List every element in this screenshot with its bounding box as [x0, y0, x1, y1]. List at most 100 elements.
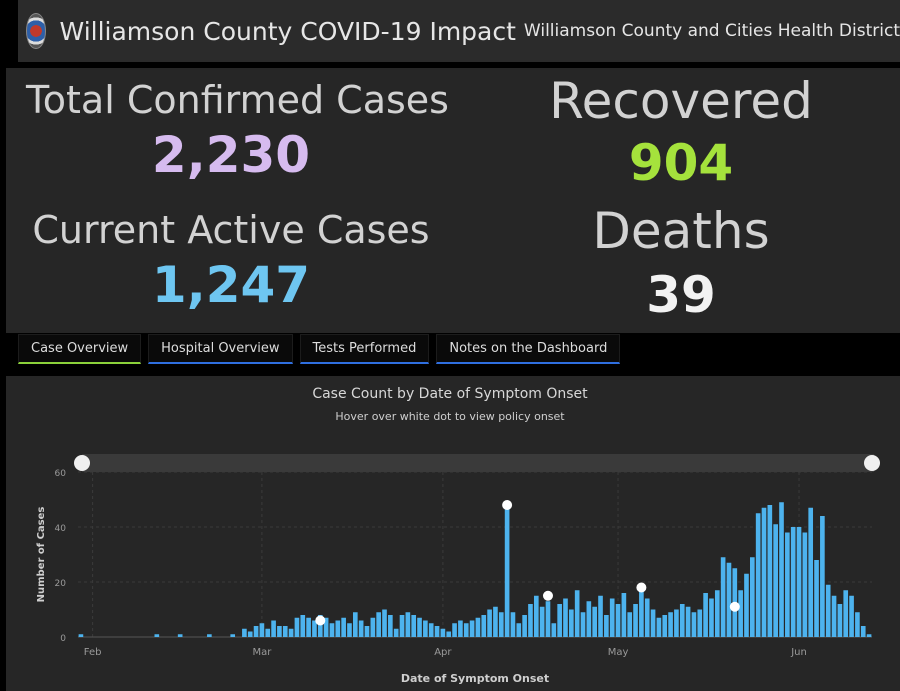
chart-bar[interactable] — [469, 620, 475, 638]
chart-bar[interactable] — [796, 527, 802, 637]
chart-bar[interactable] — [837, 604, 843, 637]
chart-bar[interactable] — [825, 584, 831, 637]
chart-bar[interactable] — [382, 609, 387, 638]
chart-bar[interactable] — [592, 606, 598, 637]
chart-bar[interactable] — [814, 560, 819, 637]
chart-bar[interactable] — [358, 620, 364, 638]
chart-bar[interactable] — [335, 620, 341, 638]
chart-bar[interactable] — [510, 612, 516, 637]
chart-bar[interactable] — [388, 615, 393, 637]
chart-bar[interactable] — [247, 631, 253, 638]
chart-bar[interactable] — [446, 631, 452, 638]
chart-bar[interactable] — [230, 634, 236, 637]
chart-bar[interactable] — [487, 609, 492, 638]
chart-bar[interactable] — [668, 612, 673, 637]
policy-onset-marker[interactable] — [315, 615, 326, 626]
tab-hospital-overview[interactable]: Hospital Overview — [148, 334, 293, 364]
chart-bar[interactable] — [458, 620, 463, 638]
chart-bar[interactable] — [288, 628, 294, 637]
chart-bar[interactable] — [674, 609, 679, 638]
chart-bar[interactable] — [265, 628, 271, 637]
chart-bar[interactable] — [317, 615, 323, 637]
chart-bar[interactable] — [370, 617, 376, 637]
chart-bar[interactable] — [493, 606, 498, 637]
chart-bar[interactable] — [615, 604, 621, 637]
chart-bar[interactable] — [428, 623, 434, 637]
chart-bar[interactable] — [277, 626, 282, 637]
chart-bar[interactable] — [341, 617, 346, 637]
chart-bar[interactable] — [545, 601, 551, 637]
chart-bar[interactable] — [738, 590, 743, 637]
chart-bar[interactable] — [849, 595, 854, 637]
chart-bar[interactable] — [604, 615, 609, 637]
chart-bar[interactable] — [831, 595, 837, 637]
chart-bar[interactable] — [580, 612, 586, 637]
chart-bar[interactable] — [393, 628, 399, 637]
tab-notes-on-dashboard[interactable]: Notes on the Dashboard — [436, 334, 621, 364]
chart-bar[interactable] — [860, 626, 866, 637]
chart-bar[interactable] — [598, 595, 603, 637]
chart-bar[interactable] — [498, 612, 504, 637]
tab-tests-performed[interactable]: Tests Performed — [299, 334, 430, 364]
chart-bar[interactable] — [463, 623, 469, 637]
chart-bar[interactable] — [282, 626, 288, 637]
chart-bar[interactable] — [405, 612, 411, 637]
chart-bar[interactable] — [364, 626, 370, 637]
chart-bar[interactable] — [423, 620, 428, 638]
chart-bar[interactable] — [785, 532, 790, 638]
chart-bar[interactable] — [569, 609, 574, 638]
chart-bar[interactable] — [802, 532, 808, 638]
range-slider-start-handle[interactable] — [74, 455, 90, 471]
chart-bar[interactable] — [679, 604, 685, 637]
chart-bar[interactable] — [528, 604, 533, 637]
chart-bar[interactable] — [627, 612, 633, 637]
tab-case-overview[interactable]: Case Overview — [18, 334, 142, 364]
chart-bar[interactable] — [650, 609, 656, 638]
chart-bar[interactable] — [691, 612, 697, 637]
chart-bar[interactable] — [557, 604, 562, 637]
chart-bar[interactable] — [411, 615, 417, 637]
policy-onset-marker[interactable] — [502, 500, 513, 510]
chart-bar[interactable] — [767, 505, 773, 637]
chart-bar[interactable] — [259, 623, 265, 637]
chart-bar[interactable] — [475, 617, 481, 637]
chart-bar[interactable] — [294, 617, 300, 637]
chart-bar[interactable] — [533, 595, 539, 637]
chart-bar[interactable] — [855, 612, 860, 637]
chart-bar[interactable] — [808, 507, 814, 637]
chart-bar[interactable] — [866, 634, 872, 637]
chart-bar[interactable] — [551, 623, 557, 637]
chart-bar[interactable] — [504, 505, 510, 637]
chart-bar[interactable] — [779, 502, 784, 637]
chart-bar[interactable] — [522, 615, 527, 637]
chart-bar[interactable] — [639, 587, 644, 638]
chart-bar[interactable] — [709, 598, 714, 638]
range-slider-end-handle[interactable] — [864, 455, 880, 471]
chart-bar[interactable] — [726, 562, 732, 637]
chart-bar[interactable] — [633, 604, 638, 637]
chart-bar[interactable] — [563, 598, 568, 638]
chart-bar[interactable] — [714, 590, 720, 637]
chart-bar[interactable] — [352, 612, 358, 637]
chart-bar[interactable] — [516, 623, 522, 637]
chart-bar[interactable] — [347, 623, 352, 637]
chart-bar[interactable] — [773, 524, 778, 637]
chart-bar[interactable] — [703, 593, 708, 637]
chart-bar[interactable] — [481, 615, 487, 637]
chart-bar[interactable] — [271, 620, 276, 638]
chart-bar[interactable] — [434, 626, 440, 637]
chart-bar[interactable] — [207, 634, 212, 637]
chart-bar[interactable] — [253, 626, 259, 637]
chart-bar[interactable] — [755, 513, 761, 637]
chart-bar[interactable] — [312, 620, 317, 638]
chart-bar[interactable] — [177, 634, 183, 637]
chart-bar[interactable] — [376, 612, 381, 637]
chart-bar[interactable] — [78, 634, 84, 637]
chart-bar[interactable] — [644, 598, 650, 638]
chart-bar[interactable] — [329, 623, 335, 637]
range-slider-track[interactable] — [82, 454, 874, 472]
policy-onset-marker[interactable] — [542, 590, 553, 601]
chart-bar[interactable] — [697, 609, 703, 638]
chart-bar[interactable] — [574, 590, 580, 637]
chart-bar[interactable] — [843, 590, 849, 637]
